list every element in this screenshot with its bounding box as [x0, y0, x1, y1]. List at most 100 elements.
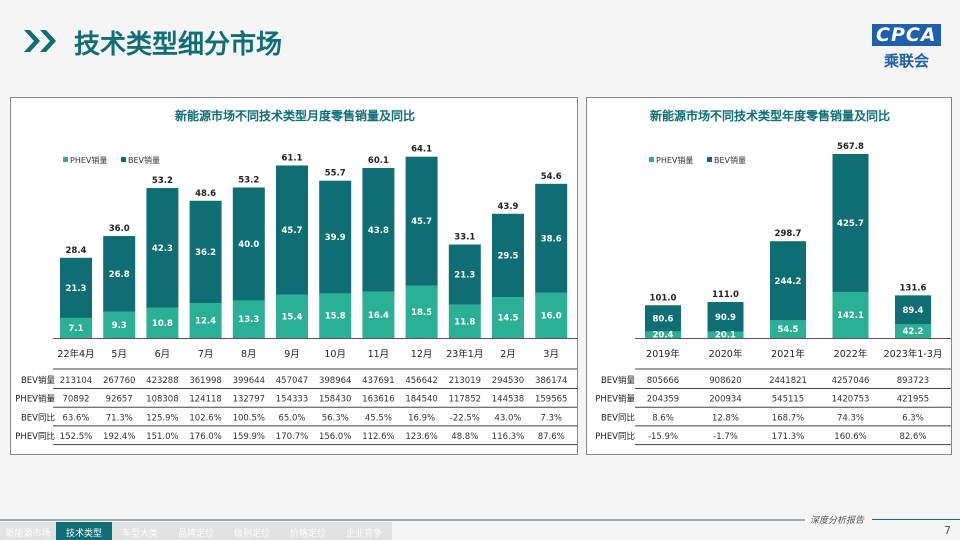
footer-tab[interactable]: 价格定位 — [289, 529, 326, 539]
page-number: 7 — [944, 524, 951, 537]
table-cell: 170.7% — [276, 432, 308, 442]
bar-bev — [189, 200, 222, 303]
table-cell: 116.3% — [492, 432, 524, 442]
footer-divider-right — [872, 519, 960, 520]
x-tick-label: 2021年 — [771, 348, 805, 360]
data-label-bev: 39.9 — [325, 233, 346, 243]
data-label-phev: 12.4 — [195, 316, 216, 326]
table-cell: -22.5% — [450, 413, 480, 423]
data-label-bev: 21.3 — [66, 284, 87, 294]
table-cell: 386174 — [535, 376, 567, 386]
table-cell: 267760 — [103, 376, 135, 386]
table-cell: 399644 — [233, 376, 265, 386]
footer-tab[interactable]: 企业竞争 — [345, 529, 382, 539]
bar-phev — [146, 307, 179, 338]
chart-title: 新能源市场不同技术类型年度零售销量及同比 — [650, 108, 890, 123]
bar-phev — [405, 285, 438, 338]
bar-bev — [707, 302, 744, 332]
bar-bev — [232, 187, 265, 301]
x-tick-label: 11月 — [368, 349, 390, 360]
data-label-total: 54.6 — [541, 172, 562, 182]
bar-phev — [189, 302, 222, 338]
table-cell: 144538 — [492, 395, 524, 405]
table-cell: 176.0% — [189, 432, 221, 442]
table-cell: 123.6% — [405, 432, 437, 442]
bar-phev — [103, 311, 136, 338]
data-label-total: 48.6 — [195, 189, 216, 199]
table-cell: 43.0% — [494, 413, 521, 423]
monthly-chart: 新能源市场不同技术类型月度零售销量及同比 PHEV销量 BEV销量 7.1 21.3 28… — [15, 108, 577, 446]
table-cell: 7.3% — [540, 413, 562, 423]
data-label-phev: 54.5 — [778, 325, 799, 335]
footer-tab[interactable]: 品牌定位 — [177, 529, 214, 539]
table-cell: 2441821 — [769, 376, 807, 386]
bar-bev — [448, 244, 481, 305]
bar-phev — [895, 324, 931, 338]
table-cell: 112.6% — [362, 432, 394, 442]
table-cell: 1420753 — [832, 395, 870, 405]
bar-phev — [276, 294, 308, 338]
legend-label-bev: BEV销量 — [714, 155, 746, 165]
table-cell: 204359 — [647, 395, 679, 405]
data-label-phev: 7.1 — [68, 324, 83, 334]
data-label-total: 64.1 — [411, 145, 432, 155]
bar-phev — [60, 317, 92, 338]
bar-phev — [319, 293, 352, 338]
bar-phev — [232, 300, 265, 338]
table-cell: 361998 — [189, 376, 221, 386]
legend-label-phev: PHEV销量 — [70, 155, 107, 165]
legend-swatch-bev — [707, 157, 712, 162]
data-label-total: 61.1 — [282, 153, 303, 163]
data-label-bev: 21.3 — [454, 271, 475, 281]
footer-report-label: 深度分析报告 — [810, 516, 865, 526]
data-label-bev: 89.4 — [903, 306, 924, 316]
footer-tab[interactable]: 车型大类 — [121, 529, 158, 539]
x-tick-label: 2023年1-3月 — [884, 348, 943, 360]
chevron-icon — [24, 30, 56, 52]
monthly-chart-panel: 新能源市场不同技术类型月度零售销量及同比 PHEV销量 BEV销量 7.1 21.3 28… — [10, 97, 578, 455]
table-cell: 908620 — [709, 376, 741, 386]
table-cell: 154333 — [276, 395, 308, 405]
footer-tab[interactable]: 级别定位 — [233, 529, 270, 539]
data-label-total: 33.1 — [454, 233, 475, 243]
data-label-total: 36.0 — [109, 224, 130, 234]
table-cell: 159.9% — [233, 432, 265, 442]
data-label-total: 60.1 — [368, 156, 389, 166]
x-tick-label: 2月 — [500, 349, 516, 360]
table-cell: 421955 — [897, 395, 929, 405]
data-label-bev: 45.7 — [411, 217, 432, 227]
footer-tab[interactable]: 技术类型 — [56, 522, 112, 540]
table-cell: 117852 — [449, 395, 481, 405]
bar-phev — [535, 292, 568, 338]
bar-bev — [770, 241, 806, 321]
table-cell: 184540 — [405, 395, 437, 405]
table-cell: 398964 — [319, 376, 351, 386]
data-label-phev: 11.8 — [454, 317, 475, 327]
data-label-bev: 425.7 — [837, 219, 864, 229]
table-cell: 545115 — [772, 395, 804, 405]
data-label-phev: 20.4 — [653, 331, 674, 341]
bar-bev — [146, 188, 179, 308]
bar-bev — [60, 257, 92, 318]
data-label-total: 111.0 — [712, 290, 739, 300]
table-cell: 70892 — [62, 395, 89, 405]
table-row-label: BEV同比 — [601, 412, 635, 423]
table-cell: 457047 — [276, 376, 308, 386]
legend-swatch-bev — [121, 157, 126, 162]
bar-bev — [492, 213, 524, 298]
x-tick-label: 22年4月 — [57, 348, 94, 360]
footer-tab[interactable]: 新能源市场 — [5, 529, 51, 539]
footer-nav: 新能源市场 技术类型 车型大类 品牌定位 级别定位 价格定位 企业竞争 — [0, 522, 392, 540]
bar-bev — [405, 156, 438, 286]
table-cell: 108308 — [146, 395, 178, 405]
table-cell: 159565 — [535, 395, 567, 405]
data-label-phev: 20.1 — [715, 331, 736, 341]
table-row-label: BEV同比 — [21, 412, 55, 423]
bar-phev — [832, 291, 869, 338]
data-label-bev: 244.2 — [775, 277, 802, 287]
data-label-phev: 42.2 — [903, 327, 924, 337]
cpca-logo: CPCA 乘联会 — [836, 20, 944, 70]
table-cell: 12.8% — [712, 413, 739, 423]
data-label-total: 55.7 — [325, 169, 346, 179]
data-label-phev: 15.8 — [325, 312, 346, 322]
